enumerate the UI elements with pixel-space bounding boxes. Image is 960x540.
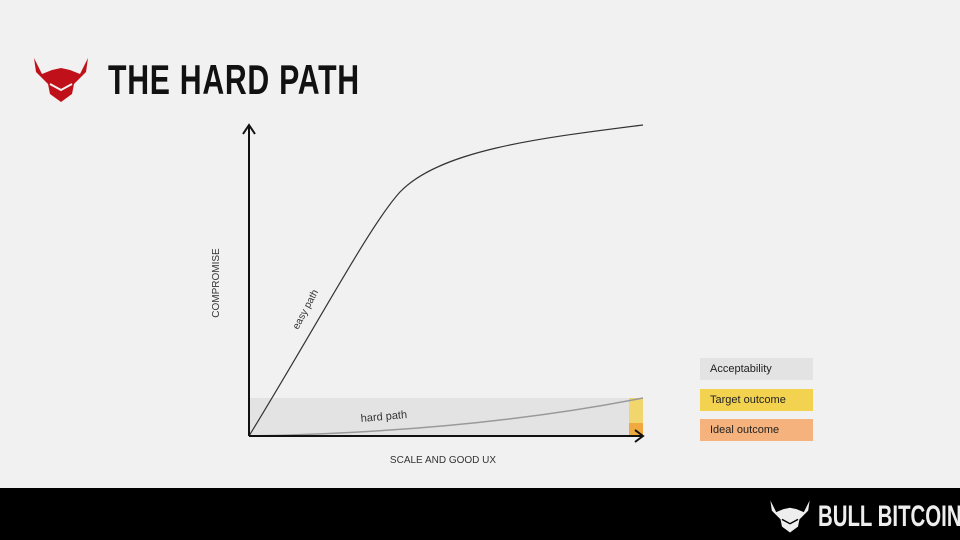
legend-target-outcome: Target outcome: [700, 389, 813, 411]
y-axis-label: COMPROMISE: [211, 248, 222, 318]
x-axis-label: SCALE AND GOOD UX: [390, 455, 496, 466]
acceptability-band: [249, 398, 643, 436]
easy-path-curve: [248, 124, 644, 437]
legend-acceptability: Acceptability: [700, 358, 813, 380]
bull-bitcoin-logo-icon: [770, 500, 810, 533]
hard-path-diagram: COMPROMISE SCALE AND GOOD UX easy path h…: [211, 123, 645, 466]
y-axis-arrow-icon: [242, 123, 256, 135]
easy-path-label: easy path: [291, 288, 321, 331]
page-title: THE HARD PATH: [108, 56, 360, 103]
brand-name: BULL BITCOIN: [818, 500, 960, 533]
target-outcome-zone: [629, 398, 643, 423]
hard-path-curve: [248, 397, 644, 437]
x-axis-arrow-icon: [634, 429, 645, 443]
footer-bar: [0, 488, 960, 540]
legend-ideal-outcome: Ideal outcome: [700, 419, 813, 441]
bull-logo-icon: [34, 58, 88, 102]
hard-path-label: hard path: [360, 409, 407, 425]
